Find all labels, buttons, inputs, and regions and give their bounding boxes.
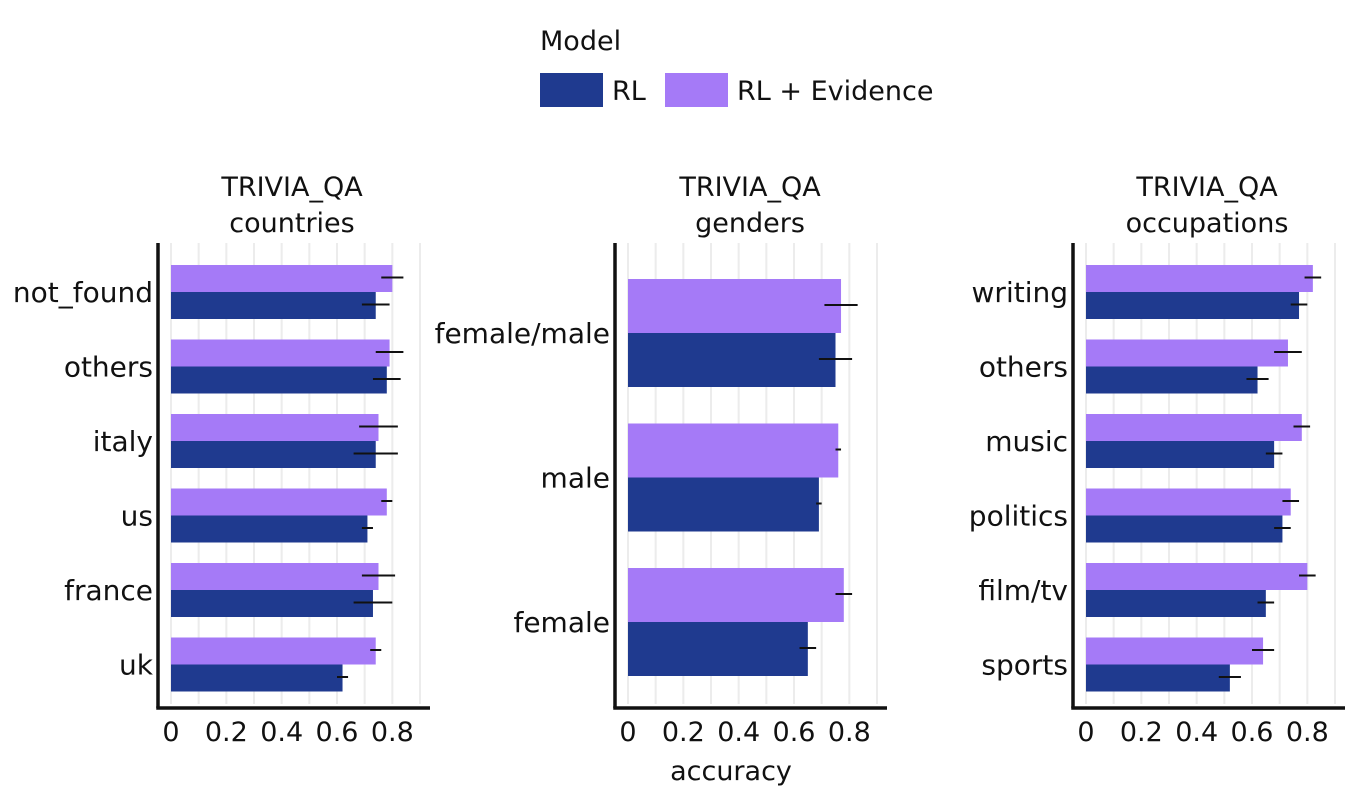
category-label: writing bbox=[972, 276, 1068, 309]
category-label: female bbox=[513, 606, 610, 639]
bar-rl bbox=[171, 292, 376, 319]
x-tick-label: 0.8 bbox=[1286, 717, 1329, 748]
bar-rl-evidence bbox=[628, 423, 839, 478]
category-label: italy bbox=[93, 425, 153, 458]
bar-rl-evidence bbox=[171, 637, 376, 665]
bar-rl-evidence bbox=[1086, 414, 1302, 441]
panel-title-line2: countries bbox=[229, 208, 354, 239]
x-tick-label: 0.6 bbox=[1231, 717, 1274, 748]
x-tick-label: 0.8 bbox=[371, 717, 414, 748]
category-label: not_found bbox=[13, 276, 153, 309]
legend-swatch-rl bbox=[540, 73, 603, 107]
x-tick-label: 0.2 bbox=[205, 717, 248, 748]
x-tick-label: 0 bbox=[162, 717, 179, 748]
bar-rl bbox=[628, 477, 819, 532]
category-label: film/tv bbox=[978, 574, 1068, 607]
bar-rl bbox=[171, 515, 368, 543]
bar-rl-evidence bbox=[171, 414, 379, 441]
bar-rl bbox=[628, 333, 836, 387]
bar-rl bbox=[171, 441, 376, 468]
panel-title-line1: TRIVIA_QA bbox=[220, 172, 363, 203]
category-label: others bbox=[64, 351, 153, 384]
x-tick-label: 0.6 bbox=[316, 717, 359, 748]
bar-rl-evidence bbox=[171, 488, 387, 516]
legend-swatch-rl-evidence bbox=[665, 73, 728, 107]
bar-rl-evidence bbox=[628, 568, 844, 622]
bar-rl bbox=[628, 622, 808, 676]
bar-rl bbox=[171, 664, 343, 692]
bar-rl-evidence bbox=[171, 563, 379, 590]
x-tick-label: 0.4 bbox=[260, 717, 303, 748]
x-tick-label: 0.4 bbox=[717, 717, 760, 748]
panel-title-line1: TRIVIA_QA bbox=[678, 172, 821, 203]
bar-rl bbox=[171, 590, 373, 617]
category-label: us bbox=[121, 500, 153, 533]
bar-rl bbox=[1086, 366, 1258, 394]
x-axis-title: accuracy bbox=[670, 756, 792, 787]
x-tick-label: 0.2 bbox=[662, 717, 705, 748]
category-label: politics bbox=[969, 500, 1068, 533]
legend-title: Model bbox=[540, 26, 621, 57]
panel-title-line1: TRIVIA_QA bbox=[1135, 172, 1278, 203]
x-tick-label: 0.4 bbox=[1175, 717, 1218, 748]
bar-rl-evidence bbox=[1086, 563, 1308, 590]
category-label: female/male bbox=[435, 317, 610, 350]
category-label: sports bbox=[981, 649, 1068, 682]
x-tick-label: 0.8 bbox=[828, 717, 871, 748]
bar-rl bbox=[1086, 664, 1230, 692]
category-label: music bbox=[985, 425, 1068, 458]
bar-rl-evidence bbox=[628, 279, 842, 333]
panel-title-line2: genders bbox=[695, 208, 805, 239]
panel-2: TRIVIA_QA occupations writing others music po… bbox=[969, 172, 1345, 748]
panel-title-line2: occupations bbox=[1126, 208, 1289, 239]
bar-rl bbox=[1086, 590, 1266, 617]
x-tick-label: 0.6 bbox=[773, 717, 816, 748]
x-tick-label: 0.2 bbox=[1120, 717, 1163, 748]
bar-rl-evidence bbox=[171, 265, 393, 292]
bar-rl-evidence bbox=[1086, 265, 1313, 292]
legend-label-rl: RL bbox=[612, 76, 646, 107]
bar-rl bbox=[1086, 515, 1283, 543]
bar-rl bbox=[1086, 441, 1275, 468]
legend-label-rl-evidence: RL + Evidence bbox=[737, 76, 933, 107]
bar-rl-evidence bbox=[1086, 637, 1264, 665]
bar-rl-evidence bbox=[1086, 488, 1291, 516]
category-label: france bbox=[64, 574, 153, 607]
bar-rl bbox=[1086, 292, 1300, 319]
x-tick-label: 0 bbox=[619, 717, 636, 748]
bar-rl bbox=[171, 366, 387, 394]
category-label: others bbox=[979, 351, 1068, 384]
category-label: male bbox=[541, 462, 610, 495]
category-label: uk bbox=[119, 649, 154, 682]
bar-rl-evidence bbox=[171, 339, 390, 367]
x-tick-label: 0 bbox=[1077, 717, 1094, 748]
bar-rl-evidence bbox=[1086, 339, 1288, 367]
legend: Model RL RL + Evidence bbox=[540, 26, 933, 107]
